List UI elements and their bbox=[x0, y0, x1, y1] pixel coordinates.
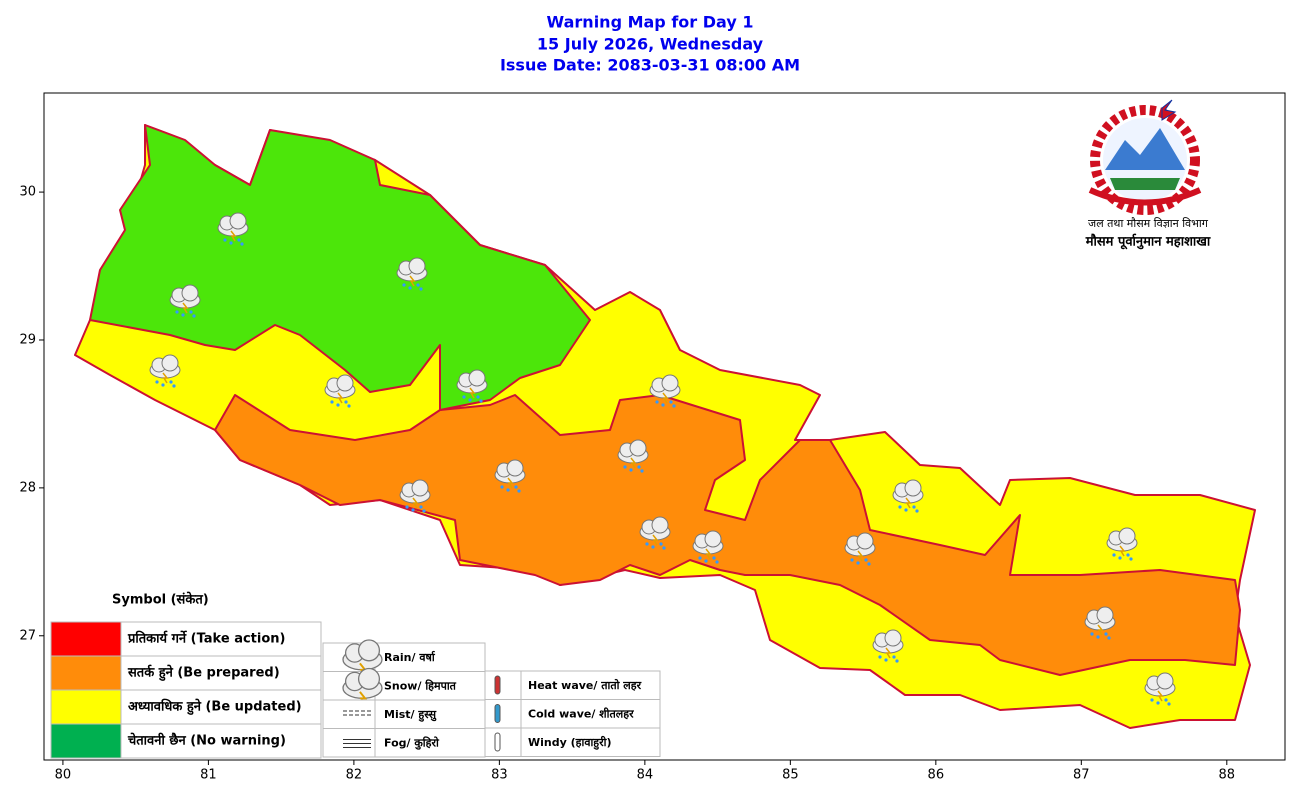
x-tick-label: 86 bbox=[928, 768, 945, 783]
symbol-icon-cell bbox=[322, 699, 376, 729]
title-line: Issue Date: 2083-03-31 08:00 AM bbox=[500, 56, 800, 75]
symbol-label: Rain/ वर्षा bbox=[384, 650, 436, 664]
symbol-icon-cell bbox=[322, 728, 376, 758]
legend-cell bbox=[120, 655, 322, 691]
legend-cell bbox=[120, 689, 322, 725]
symbol-label: Heat wave/ तातो लहर bbox=[528, 678, 642, 692]
title-line: Warning Map for Day 1 bbox=[547, 13, 754, 32]
legend-cell bbox=[120, 723, 322, 759]
x-tick-label: 84 bbox=[637, 768, 654, 783]
x-tick-label: 85 bbox=[782, 768, 799, 783]
region-no-warning bbox=[89, 124, 591, 411]
symbol-label: Windy (हावाहुरी) bbox=[528, 735, 612, 750]
symbol-icon-cell bbox=[484, 727, 522, 757]
y-tick-label: 29 bbox=[19, 332, 36, 347]
y-tick-label: 30 bbox=[19, 185, 36, 200]
symbol-cell bbox=[520, 727, 661, 757]
logo: जल तथा मौसम विज्ञान विभाग मौसम पूर्वानुम… bbox=[1085, 99, 1211, 250]
legend-title: Symbol (संकेत) bbox=[112, 592, 209, 608]
title-line: 15 July 2026, Wednesday bbox=[537, 35, 764, 54]
symbol-label: Snow/ हिमपात bbox=[384, 679, 457, 693]
symbol-label: Fog/ कुहिरो bbox=[384, 736, 440, 751]
legend: प्रतिकार्य गर्ने (Take action) सतर्क हुने… bbox=[50, 621, 661, 759]
axes: 80 81 82 83 84 85 86 87 88 27 28 29 30 bbox=[19, 185, 1235, 783]
x-tick-label: 88 bbox=[1219, 768, 1236, 783]
logo-text: मौसम पूर्वानुमान महाशाखा bbox=[1085, 234, 1211, 250]
symbol-icon-cell bbox=[484, 699, 522, 729]
logo-text: जल तथा मौसम विज्ञान विभाग bbox=[1088, 217, 1209, 230]
symbol-label: Mist/ हुस्सु bbox=[384, 708, 437, 722]
region-prepared bbox=[214, 394, 1241, 676]
symbol-cell bbox=[374, 728, 486, 758]
legend-label: प्रतिकार्य गर्ने (Take action) bbox=[127, 631, 285, 647]
symbol-icon bbox=[494, 675, 501, 695]
x-tick-label: 81 bbox=[200, 768, 217, 783]
y-tick-label: 28 bbox=[19, 480, 36, 495]
y-tick-label: 27 bbox=[19, 628, 36, 643]
legend-swatch bbox=[50, 689, 122, 725]
legend-label: सतर्क हुने (Be prepared) bbox=[127, 665, 280, 682]
symbol-cell bbox=[374, 642, 486, 672]
legend-swatch bbox=[50, 621, 122, 657]
x-tick-label: 87 bbox=[1073, 768, 1090, 783]
symbol-icon bbox=[494, 732, 501, 752]
legend-swatch bbox=[50, 655, 122, 691]
symbol-icon bbox=[494, 704, 501, 723]
regions bbox=[74, 124, 1256, 729]
x-tick-label: 83 bbox=[491, 768, 508, 783]
x-tick-label: 82 bbox=[346, 768, 363, 783]
legend-swatch bbox=[50, 723, 122, 759]
symbol-icon-cell bbox=[484, 670, 522, 700]
symbol-label: Cold wave/ शीतलहर bbox=[528, 707, 634, 721]
x-tick-label: 80 bbox=[55, 768, 72, 783]
legend-label: चेतावनी छैन (No warning) bbox=[127, 733, 286, 749]
legend-label: अध्यावधिक हुने (Be updated) bbox=[128, 699, 302, 716]
symbol-cell bbox=[374, 671, 486, 701]
symbol-cell bbox=[520, 670, 661, 700]
symbol-cell bbox=[374, 699, 486, 729]
